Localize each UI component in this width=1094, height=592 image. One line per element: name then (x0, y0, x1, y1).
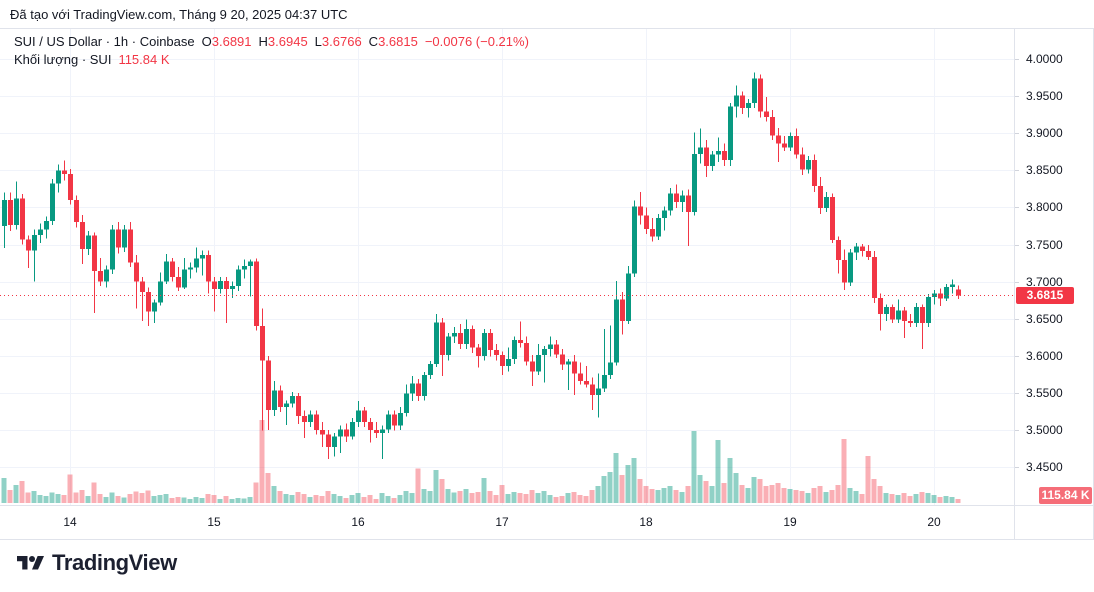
last-volume-badge: 115.84 K (1039, 487, 1092, 504)
ohlc-open: O 3.6891 (202, 33, 252, 51)
attribution-text: Đã tạo với TradingView.com, Tháng 9 20, … (10, 7, 348, 22)
tradingview-logo[interactable]: TradingView (17, 550, 177, 576)
legend-volume-row: Khối lượng · SUI 115.84 K (14, 51, 529, 69)
open-label: O (201, 34, 212, 49)
close-value: 3.6815 (378, 34, 418, 49)
high-label: H (258, 34, 268, 49)
change-value: −0.0076 (−0.21%) (424, 34, 529, 49)
tradingview-logo-icon (17, 555, 44, 569)
ohlc-close: C 3.6815 (369, 33, 418, 51)
close-label: C (368, 34, 379, 49)
ohlc-low: L 3.6766 (315, 33, 362, 51)
legend-symbol-row: SUI / US Dollar · 1h · Coinbase O 3.6891 … (14, 33, 529, 51)
chart-legend: SUI / US Dollar · 1h · Coinbase O 3.6891 … (14, 33, 529, 69)
volume-title: Khối lượng · SUI (14, 52, 112, 67)
ohlc-high: H 3.6945 (259, 33, 308, 51)
symbol-title: SUI / US Dollar · 1h · Coinbase (14, 34, 195, 49)
high-value: 3.6945 (267, 34, 308, 49)
open-value: 3.6891 (211, 34, 252, 49)
last-price-badge: 3.6815 (1016, 286, 1074, 304)
low-value: 3.6766 (321, 34, 362, 49)
low-label: L (314, 34, 322, 49)
volume-value: 115.84 K (118, 52, 170, 67)
tradingview-logo-text: TradingView (52, 550, 177, 575)
